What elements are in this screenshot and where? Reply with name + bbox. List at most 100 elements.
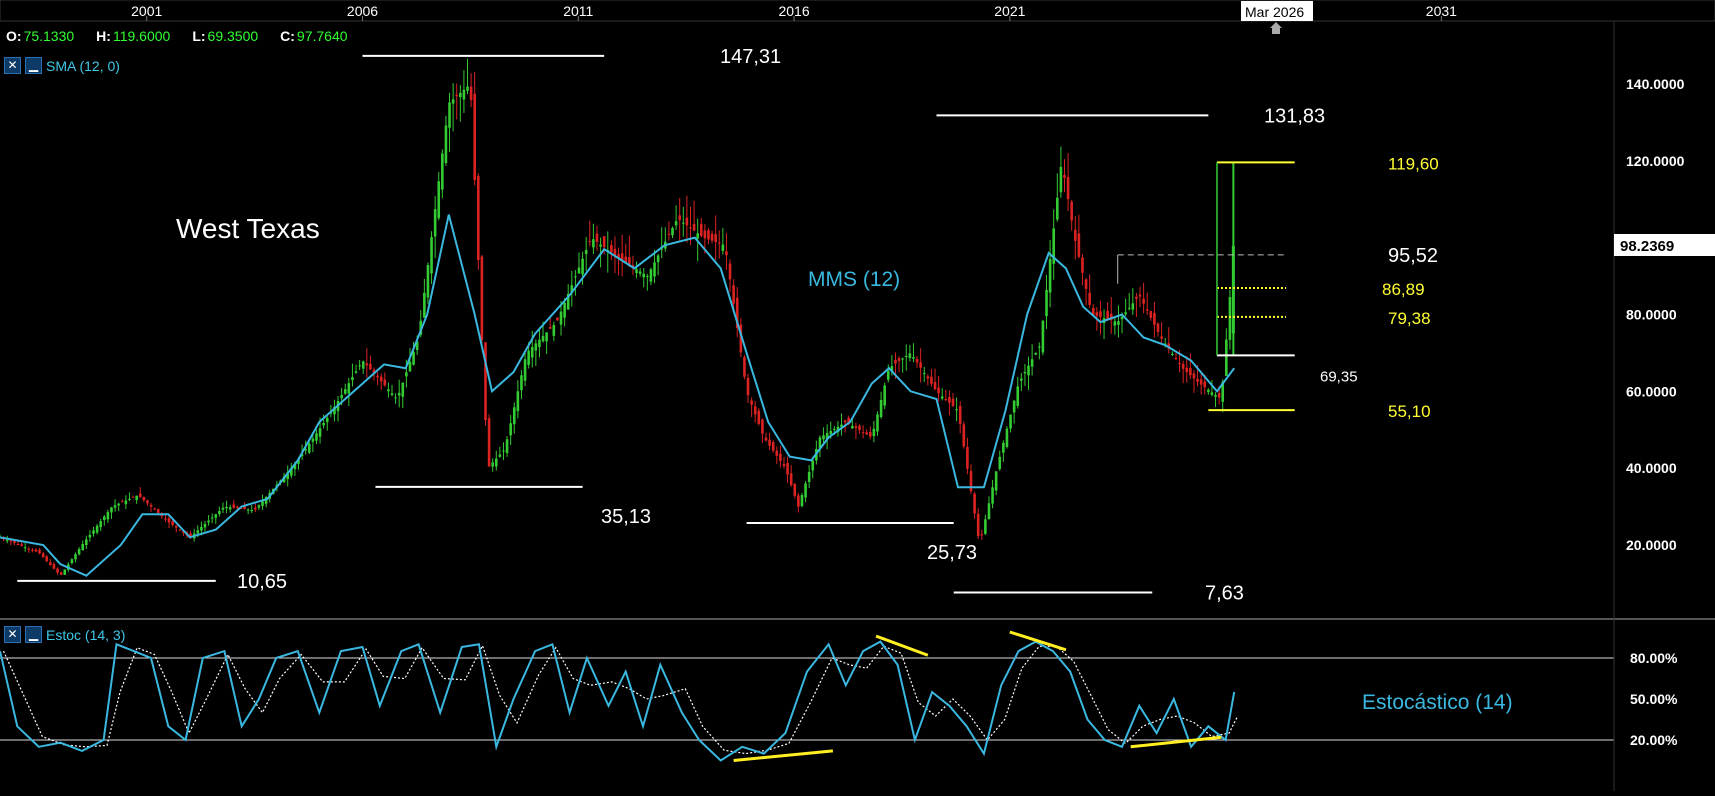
cursor-home-icon xyxy=(1270,22,1282,34)
candle-body xyxy=(210,517,214,519)
close-icon[interactable]: ✕ xyxy=(4,57,21,74)
level-label: 86,89 xyxy=(1382,280,1425,299)
ohlc-open: O: 75.1330 xyxy=(6,28,75,44)
stoch-indicator-label[interactable]: Estoc (14, 3) xyxy=(46,626,126,643)
candle-body xyxy=(940,396,944,399)
candle-body xyxy=(761,419,764,434)
candle-body xyxy=(984,519,987,534)
candle-body xyxy=(912,357,915,359)
minimize-icon[interactable]: ▁ xyxy=(25,57,42,74)
candle-body xyxy=(976,513,980,537)
candle-body xyxy=(354,371,358,373)
ohlc-high: H: 119.6000 xyxy=(96,28,171,44)
candle-body xyxy=(1023,372,1027,374)
candle-body xyxy=(1109,313,1113,321)
candle-body xyxy=(1045,289,1048,317)
candle-body xyxy=(430,237,433,274)
stoch-indicator-tag: ✕ ▁ Estoc (14, 3) xyxy=(4,626,125,643)
candle-body xyxy=(156,509,160,513)
time-axis: 2001 2006 2011 2016 2021 2031 xyxy=(131,3,1457,21)
candle-body xyxy=(948,397,951,403)
candle-body xyxy=(757,410,761,424)
candle-body xyxy=(919,362,922,368)
candle-body xyxy=(1203,381,1207,388)
time-tick-label: 2031 xyxy=(1426,3,1457,19)
candle-body xyxy=(358,365,361,367)
candle-body xyxy=(599,244,602,247)
candle-body xyxy=(602,236,606,248)
candle-body xyxy=(250,510,254,512)
candle-body xyxy=(189,533,192,537)
candle-body xyxy=(951,398,955,407)
candle-body xyxy=(487,418,491,467)
candle-body xyxy=(1149,311,1153,318)
candle-body xyxy=(904,355,908,357)
candle-body xyxy=(631,265,635,267)
candle-body xyxy=(390,393,394,396)
candle-body xyxy=(922,373,926,375)
candle-body xyxy=(750,400,753,405)
close-icon[interactable]: ✕ xyxy=(4,626,21,643)
west-texas-title: West Texas xyxy=(176,213,320,244)
candle-body xyxy=(1221,381,1225,402)
candle-body xyxy=(264,497,268,504)
candle-body xyxy=(660,248,664,250)
time-tick-label: 2021 xyxy=(994,3,1025,19)
price-axis: 20.0000 40.0000 60.0000 80.0000 120.0000 140.… xyxy=(1626,76,1685,553)
level-label: 131,83 xyxy=(1264,105,1325,127)
candle-body xyxy=(261,501,264,506)
candle-body xyxy=(502,450,505,452)
candle-body xyxy=(638,271,642,274)
sma-indicator-label[interactable]: SMA (12, 0) xyxy=(46,57,120,74)
candle-body xyxy=(56,568,59,573)
candle-body xyxy=(789,473,793,486)
candle-body xyxy=(426,264,430,298)
candle-body xyxy=(987,503,991,520)
sma-indicator-tag: ✕ ▁ SMA (12, 0) xyxy=(4,57,120,74)
candle-body xyxy=(908,353,912,358)
candle-body xyxy=(441,153,444,190)
candle-body xyxy=(843,420,847,423)
candle-body xyxy=(297,459,300,464)
candle-body xyxy=(300,454,304,457)
candle-body xyxy=(541,336,545,342)
level-label: 79,38 xyxy=(1388,309,1431,328)
candle-body xyxy=(674,221,678,226)
candle-body xyxy=(1171,353,1174,355)
candle-body xyxy=(196,530,200,534)
candle-body xyxy=(584,249,588,254)
candle-body xyxy=(1012,400,1016,413)
candle-body xyxy=(289,467,293,476)
candle-body xyxy=(1124,312,1127,315)
candle-body xyxy=(1142,298,1145,304)
candle-body xyxy=(146,500,149,504)
minimize-icon[interactable]: ▁ xyxy=(25,626,42,643)
candle-body xyxy=(1228,297,1232,340)
candle-body xyxy=(246,509,250,511)
candle-body xyxy=(153,508,156,510)
candle-body xyxy=(840,424,843,428)
candle-body xyxy=(818,437,822,449)
cursor-date-marker[interactable]: Mar 2026 xyxy=(1241,1,1313,34)
candle-body xyxy=(225,506,228,509)
candle-body xyxy=(59,572,63,575)
candle-body xyxy=(117,503,120,506)
candle-body xyxy=(825,433,829,440)
candle-body xyxy=(1091,307,1095,315)
candle-body xyxy=(786,462,789,475)
candle-body xyxy=(822,435,825,440)
time-tick-label: 2006 xyxy=(347,3,378,19)
candle-body xyxy=(811,460,815,471)
candle-body xyxy=(311,438,315,442)
candle-body xyxy=(120,501,124,503)
last-candle-body xyxy=(1231,246,1235,334)
candle-body xyxy=(739,324,743,353)
candle-body xyxy=(577,267,581,274)
price-tick-label: 20.0000 xyxy=(1626,537,1677,553)
candle-body xyxy=(1038,346,1041,348)
candle-body xyxy=(897,358,901,362)
candle-body xyxy=(1135,296,1138,299)
candle-body xyxy=(1059,166,1063,193)
candle-body xyxy=(218,511,221,514)
time-tick-label: 2016 xyxy=(778,3,809,19)
